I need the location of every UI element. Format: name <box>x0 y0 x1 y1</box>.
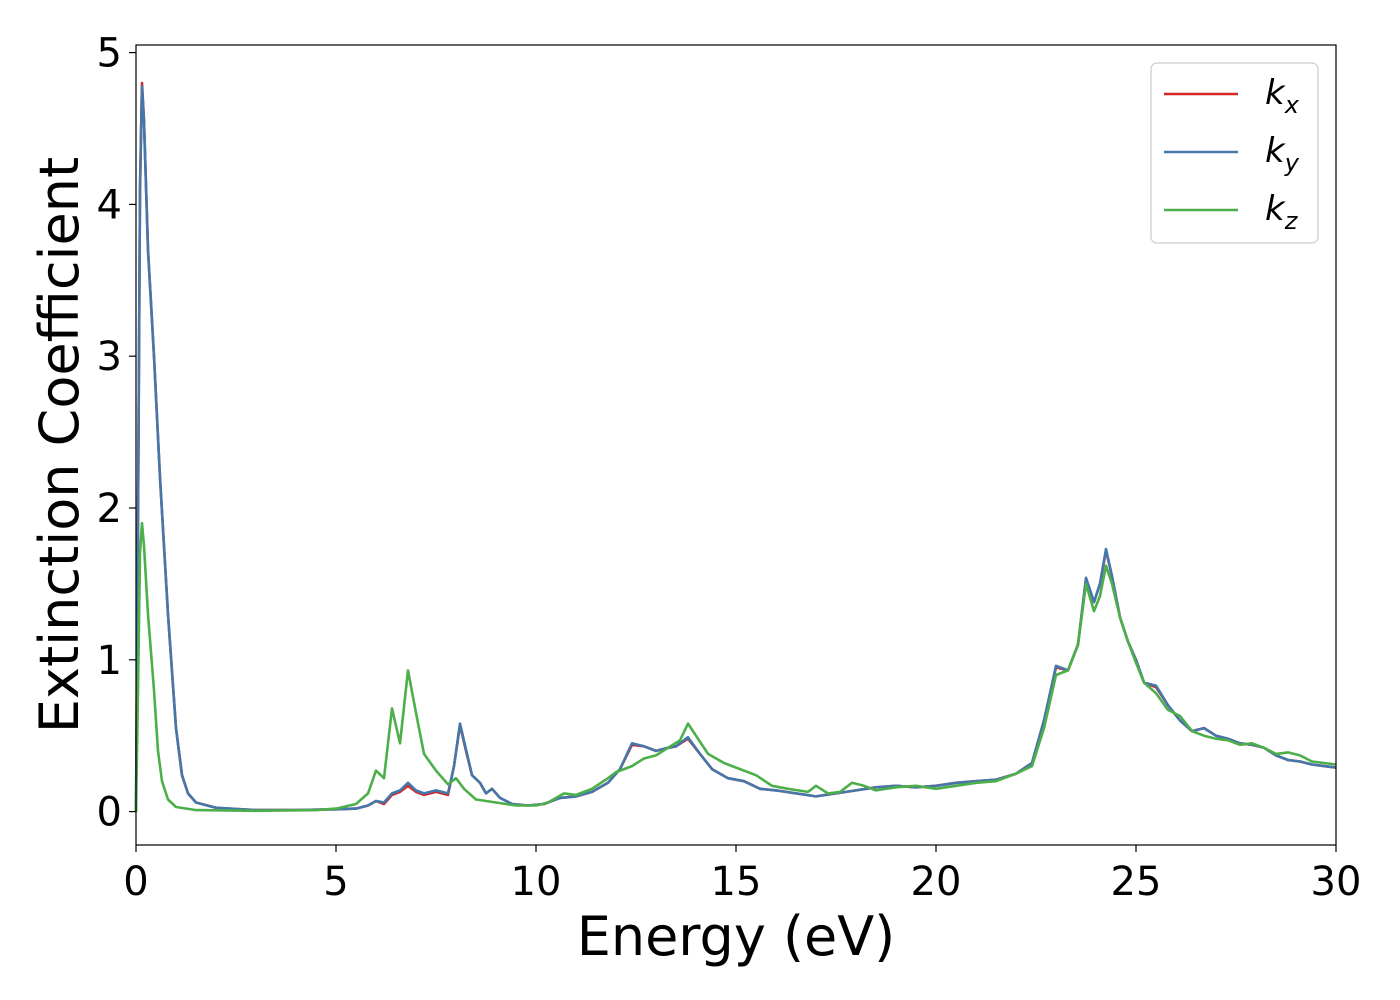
y-axis-title: Extinction Coefficient <box>28 157 91 733</box>
y-tick-label: 1 <box>97 638 122 684</box>
y-tick-label: 2 <box>97 486 122 532</box>
x-tick-label: 0 <box>123 859 148 905</box>
y-tick-label: 5 <box>97 31 122 77</box>
plot-lines <box>134 81 1337 813</box>
series-line-kz <box>134 521 1337 813</box>
x-tick-label: 30 <box>1311 859 1362 905</box>
x-axis-ticks: 0 5 10 15 20 25 30 <box>123 845 1361 905</box>
legend-label-ky: ky <box>1265 131 1300 177</box>
legend: kx ky kz <box>1150 62 1319 244</box>
legend-label-kx: kx <box>1265 73 1300 119</box>
x-tick-label: 15 <box>711 859 762 905</box>
y-tick-label: 3 <box>97 334 122 380</box>
y-tick-label: 4 <box>97 182 122 228</box>
y-axis-ticks: 0 1 2 3 4 5 <box>97 31 136 836</box>
y-tick-label: 0 <box>97 790 122 836</box>
legend-label-kz: kz <box>1265 189 1299 235</box>
x-tick-label: 10 <box>511 859 562 905</box>
x-tick-label: 5 <box>323 859 348 905</box>
x-axis-title: Energy (eV) <box>577 905 896 968</box>
x-tick-label: 20 <box>911 859 962 905</box>
x-tick-label: 25 <box>1111 859 1162 905</box>
